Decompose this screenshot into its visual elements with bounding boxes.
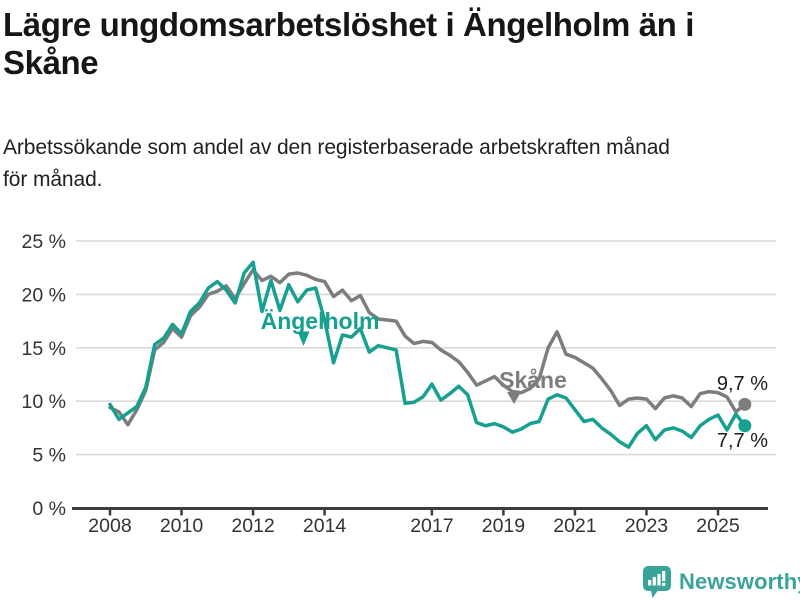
chart-subtitle-line-1: Arbetssökande som andel av den registerb… bbox=[3, 136, 670, 159]
end-value-label-angelholm: 7,7 % bbox=[717, 430, 768, 452]
series-line-skane bbox=[108, 268, 747, 427]
x-axis-tick-label: 2023 bbox=[625, 515, 668, 537]
series-end-dot-angelholm bbox=[738, 419, 752, 433]
x-axis-tick-label: 2012 bbox=[231, 515, 274, 537]
page-title-line-1: Lägre ungdomsarbetslöshet i Ängelholm än… bbox=[3, 6, 694, 43]
series-end-dot-skane bbox=[738, 397, 752, 411]
y-axis-tick-label: 5 % bbox=[32, 445, 66, 467]
logo-bubble-shape bbox=[643, 566, 671, 598]
series-label-arrow-skane bbox=[507, 392, 521, 404]
page-title: Lägre ungdomsarbetslöshet i Ängelholm än… bbox=[3, 6, 797, 82]
newsworthy-logo-text: Newsworthy bbox=[679, 569, 800, 594]
newsworthy-logo[interactable]: Newsworthy bbox=[642, 564, 800, 600]
x-axis-tick-label: 2014 bbox=[303, 515, 347, 537]
x-axis-tick-label: 2025 bbox=[696, 515, 740, 537]
logo-barchart-exclamation-glyph bbox=[648, 571, 666, 586]
y-axis-tick-label: 15 % bbox=[22, 338, 66, 360]
y-axis-tick-label: 10 % bbox=[22, 391, 66, 413]
series-label-skane: Skåne bbox=[499, 367, 567, 393]
series-label-arrow-angelholm bbox=[297, 331, 310, 346]
series-line-angelholm bbox=[108, 260, 747, 449]
chart-subtitle-line-2: för månad. bbox=[3, 168, 103, 191]
y-axis-tick-label: 20 % bbox=[22, 284, 66, 306]
page-title-line-2: Skåne bbox=[3, 44, 99, 81]
x-axis-tick-label: 2017 bbox=[410, 515, 453, 537]
chart-subtitle: Arbetssökande som andel av den registerb… bbox=[3, 132, 797, 196]
end-value-label-skane: 9,7 % bbox=[717, 373, 768, 395]
x-axis-tick-label: 2008 bbox=[88, 515, 131, 537]
x-axis-tick-label: 2021 bbox=[553, 515, 596, 537]
y-axis-tick-label: 0 % bbox=[32, 498, 66, 520]
x-axis-tick-label: 2010 bbox=[160, 515, 204, 537]
y-axis-tick-label: 25 % bbox=[22, 231, 66, 253]
newsworthy-logo-icon bbox=[643, 566, 671, 598]
series-label-angelholm: Ängelholm bbox=[261, 308, 380, 334]
x-axis-tick-label: 2019 bbox=[482, 515, 525, 537]
